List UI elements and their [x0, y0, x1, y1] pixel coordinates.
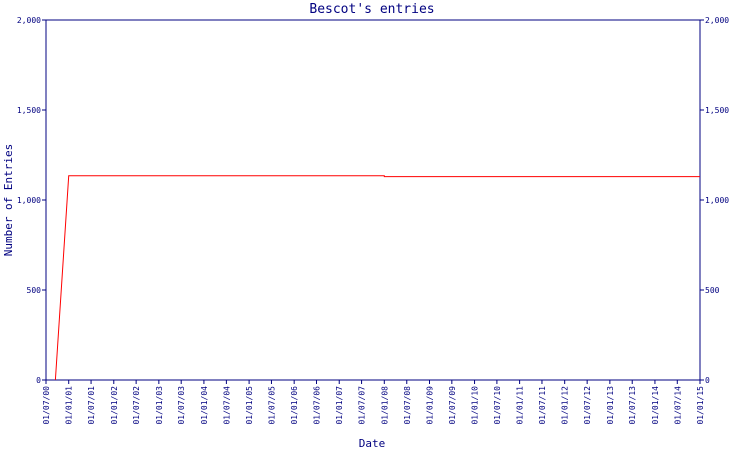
- x-tick-label: 01/07/13: [628, 386, 637, 425]
- x-tick-label: 01/01/11: [516, 386, 525, 425]
- x-tick-label: 01/01/07: [335, 386, 344, 425]
- x-tick-label: 01/01/04: [200, 386, 209, 425]
- x-tick-label: 01/07/03: [177, 386, 186, 425]
- x-tick-label: 01/01/15: [696, 386, 705, 425]
- x-tick-label: 01/01/06: [290, 386, 299, 425]
- chart-title: Bescot's entries: [309, 2, 434, 17]
- x-tick-label: 01/01/03: [155, 386, 164, 425]
- x-tick-label: 01/07/14: [673, 386, 682, 425]
- y-tick-label-left: 500: [27, 286, 42, 295]
- y-tick-label-left: 1,000: [17, 196, 41, 205]
- x-tick-label: 01/01/09: [425, 386, 434, 425]
- x-tick-label: 01/01/10: [471, 386, 480, 425]
- y-tick-label-right: 1,000: [705, 196, 729, 205]
- x-tick-label: 01/01/13: [606, 386, 615, 425]
- y-tick-label-left: 1,500: [17, 106, 41, 115]
- x-tick-label: 01/01/08: [380, 386, 389, 425]
- x-tick-label: 01/01/12: [561, 386, 570, 425]
- y-tick-label-right: 1,500: [705, 106, 729, 115]
- x-tick-label: 01/07/01: [87, 386, 96, 425]
- y-tick-label-left: 2,000: [17, 16, 41, 25]
- y-axis-label: Number of Entries: [2, 144, 15, 257]
- plot-frame: [45, 19, 701, 381]
- x-tick-label: 01/01/05: [245, 386, 254, 425]
- x-axis-label: Date: [359, 437, 386, 450]
- y-tick-label-right: 500: [705, 286, 720, 295]
- x-tick-label: 01/01/01: [65, 386, 74, 425]
- y-tick-label-right: 0: [705, 376, 710, 385]
- x-tick-label: 01/07/07: [358, 386, 367, 425]
- x-tick-label: 01/07/09: [448, 386, 457, 425]
- x-tick-label: 01/07/12: [583, 386, 592, 425]
- tick-labels: 0 0 500 500 1,000 1,000 1,500 1,500 2,000 2,000 01…: [17, 16, 729, 425]
- x-tick-label: 01/07/04: [222, 386, 231, 425]
- axes: [42, 19, 704, 384]
- y-tick-label-left: 0: [36, 376, 41, 385]
- x-tick-label: 01/07/08: [403, 386, 412, 425]
- x-tick-label: 01/07/10: [493, 386, 502, 425]
- x-tick-label: 01/01/02: [110, 386, 119, 425]
- series-layer: [54, 175, 700, 381]
- series-line: [54, 175, 700, 381]
- x-tick-label: 01/07/05: [267, 386, 276, 425]
- x-tick-label: 01/07/06: [313, 386, 322, 425]
- x-tick-label: 01/07/00: [42, 386, 51, 425]
- x-tick-label: 01/07/02: [132, 386, 141, 425]
- x-tick-label: 01/07/11: [538, 386, 547, 425]
- y-tick-label-right: 2,000: [705, 16, 729, 25]
- x-tick-label: 01/01/14: [651, 386, 660, 425]
